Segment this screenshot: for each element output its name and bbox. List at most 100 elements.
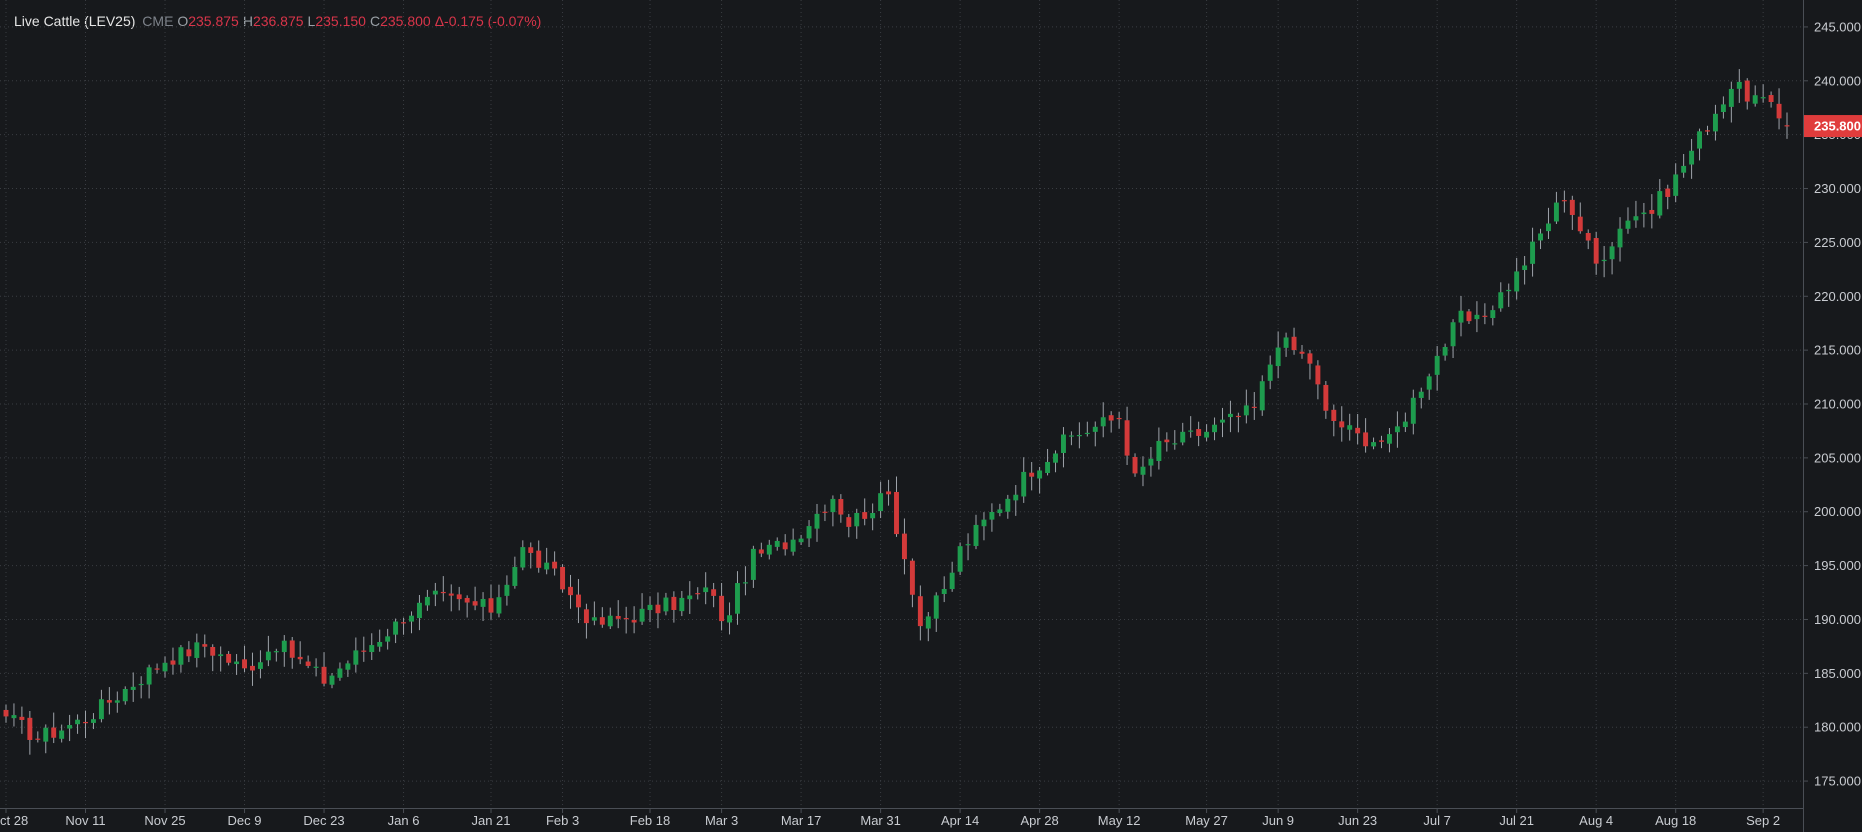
candle-body [448,593,454,596]
time-tick-label: Feb 18 [630,813,670,828]
candle-body [766,544,772,555]
candle-body [1689,150,1695,165]
time-tick-label: Mar 31 [860,813,900,828]
candle [202,634,208,658]
candle-body [11,715,17,719]
candle [798,534,804,545]
candle [1037,466,1043,494]
candle-body [496,597,502,614]
candle-body [758,549,764,554]
candle [130,672,136,702]
candle-body [1132,456,1138,474]
candle [1045,448,1051,476]
candle [703,572,709,605]
candle [949,561,955,592]
candle [901,518,907,575]
open-key: O [177,13,189,29]
candle-body [1068,435,1074,437]
candle-body [965,544,971,546]
candle [210,644,216,672]
candle-body [822,511,828,513]
time-tick-label: Aug 4 [1579,813,1613,828]
candle-body [671,596,677,610]
candle-body [1697,131,1703,149]
candle-body [1156,440,1162,461]
candle [973,514,979,550]
candle [1585,229,1591,250]
candle [957,542,963,576]
candle [568,574,573,609]
candle [1172,430,1178,450]
candle-body [170,660,176,665]
price-tick-label: 195.000 [1814,558,1861,573]
candle-body [488,598,494,613]
exchange-label: CME [142,13,174,29]
candle-body [1108,415,1114,421]
symbol-title: Live Cattle (LEV25) [14,13,136,29]
candle [1553,191,1559,224]
candle-body [1768,95,1774,102]
time-tick-label: Jun 9 [1262,813,1294,828]
candle [43,724,49,754]
candle [1283,332,1289,357]
candle [59,724,65,743]
candle [575,579,581,624]
candle-body [711,589,717,596]
candle [1315,360,1321,400]
candle [536,540,542,573]
candle-body [75,719,81,725]
candle [1752,85,1758,107]
candle [162,656,168,678]
candle [1784,112,1790,139]
candle [1339,406,1345,442]
candle [560,564,566,593]
candle-body [1617,228,1623,248]
time-tick-label: Mar 3 [705,813,738,828]
candle-body [1299,351,1305,354]
candle [345,660,351,677]
candle [313,658,319,677]
candle-body [1498,292,1504,309]
candle-body [1776,103,1782,119]
candle-body [528,547,534,553]
price-tick-label: 190.000 [1814,612,1861,627]
candle-body [568,586,573,596]
price-axis[interactable]: 175.000 180.000 185.000 190.000 195.000 200.0… [1803,0,1861,832]
candle-body [830,498,836,513]
candle-body [782,542,788,550]
candle-body [1522,265,1528,270]
candle-body [997,509,1003,514]
candle-body [870,512,876,519]
candle [1705,125,1710,136]
candle-body [1148,458,1154,466]
candle [655,592,661,629]
candle-body [1363,432,1369,447]
candle-body [186,649,192,657]
candle-body [313,666,319,668]
candle [1251,392,1257,420]
candle-body [504,584,510,596]
time-axis[interactable]: ct 28 Nov 11 Nov 25 Dec 9 Dec 23 Jan 6 Jan 21 F… [0,808,1803,828]
candle-body [424,596,430,606]
candle [1029,462,1035,491]
candle-body [1005,498,1011,512]
candle [194,633,200,668]
candle-body [218,654,224,657]
candle-body [114,700,120,703]
candle [504,575,510,606]
candle [695,587,701,600]
candle [1053,450,1058,473]
candle [1212,417,1218,441]
candle-body [1577,216,1583,232]
candle [1633,200,1639,228]
candle-body [1673,174,1679,196]
candle-body [1553,202,1559,222]
candle [257,650,263,679]
candle-body [35,738,41,740]
candle-body [242,659,247,669]
candle-body [1259,381,1265,411]
candle-body [1267,364,1273,381]
price-tick-label: 185.000 [1814,666,1861,681]
candle-body [1442,347,1448,356]
